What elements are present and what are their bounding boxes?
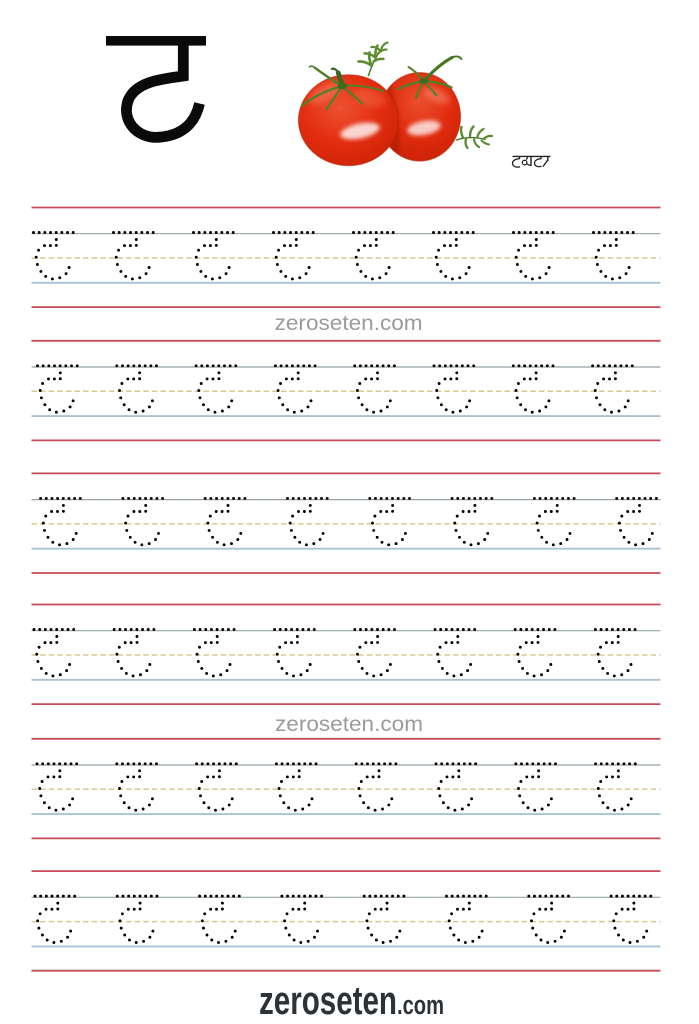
svg-text:.com: .com <box>397 990 444 1020</box>
svg-text:zeroseten.com: zeroseten.com <box>275 712 423 736</box>
svg-text:zeroseten.com: zeroseten.com <box>275 311 423 335</box>
svg-text:zeroseten: zeroseten <box>259 979 397 1023</box>
